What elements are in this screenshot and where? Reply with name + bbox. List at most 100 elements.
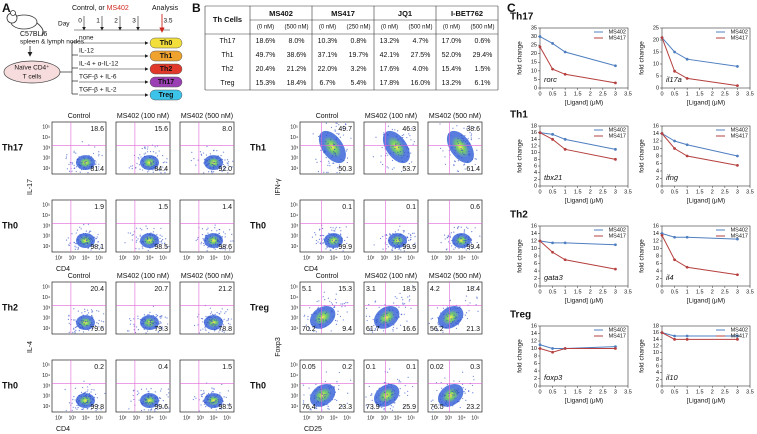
x-tick-label: 0.5 — [549, 389, 557, 395]
event-dot — [153, 244, 156, 246]
event-dot — [336, 399, 338, 402]
event-dot — [403, 250, 405, 252]
y-tick-label: 8 — [656, 153, 659, 159]
quadrant-percent: 79.6 — [90, 326, 104, 333]
event-dot — [152, 305, 155, 307]
y-tick-label: 16 — [531, 223, 537, 229]
event-dot — [71, 409, 73, 411]
data-point — [563, 258, 567, 262]
event-dot — [211, 391, 214, 393]
event-dot — [220, 404, 222, 406]
column-title: MS402 (100 nM) — [365, 273, 417, 280]
event-dot — [336, 137, 338, 139]
row-label: Th0 — [250, 220, 266, 230]
event-dot — [309, 307, 311, 309]
event-dot — [227, 172, 229, 174]
event-dot — [335, 293, 337, 295]
event-dot — [206, 394, 208, 396]
event-dot — [151, 165, 153, 168]
y-tick-label: 4 — [534, 268, 537, 274]
event-dot — [410, 235, 412, 237]
y-tick-label: 4 — [656, 268, 659, 274]
event-dot — [393, 151, 395, 154]
event-dot — [231, 233, 233, 235]
data-point — [551, 42, 554, 45]
x-axis-label: CD4 — [56, 426, 70, 433]
event-dot — [413, 141, 415, 143]
event-dot — [161, 242, 163, 245]
event-dot — [462, 247, 464, 249]
x-tick-label: 3 — [736, 289, 739, 295]
event-dot — [398, 379, 400, 381]
event-dot — [389, 408, 392, 410]
event-dot — [454, 390, 457, 393]
event-dot — [463, 127, 465, 129]
table-cell: 10.3% — [318, 38, 338, 45]
event-dot — [68, 244, 70, 246]
event-dot — [147, 146, 149, 148]
data-point — [563, 147, 567, 151]
event-dot — [92, 166, 94, 169]
y-tick-label: 10² — [291, 394, 299, 400]
event-dot — [316, 389, 318, 391]
event-dot — [406, 320, 408, 322]
event-dot — [319, 315, 321, 318]
x-tick-label: 2 — [589, 389, 592, 395]
event-dot — [462, 397, 464, 400]
event-dot — [385, 233, 388, 236]
event-dot — [221, 236, 223, 238]
table-subheader: (0 nM) — [319, 25, 336, 31]
event-dot — [461, 157, 463, 159]
event-dot — [383, 307, 385, 309]
y-tick-label: 4 — [656, 370, 659, 376]
data-point — [614, 243, 617, 247]
event-dot — [91, 240, 94, 242]
quadrant-percent: 38.6 — [466, 126, 480, 133]
subset-pill — [149, 63, 183, 75]
quadrant-percent: 23.3 — [338, 404, 352, 411]
event-dot — [388, 325, 390, 327]
event-dot — [377, 327, 379, 329]
event-dot — [216, 230, 218, 232]
event-dot — [223, 396, 225, 398]
event-dot — [453, 320, 455, 322]
event-dot — [229, 249, 231, 251]
subset-pill — [149, 37, 183, 49]
event-dot — [393, 398, 396, 401]
event-dot — [462, 316, 464, 318]
event-dot — [76, 404, 78, 407]
event-dot — [98, 163, 100, 165]
event-dot — [392, 239, 394, 241]
event-dot — [398, 242, 400, 244]
event-dot — [159, 397, 161, 399]
event-dot — [132, 394, 134, 397]
event-dot — [153, 227, 155, 230]
x-tick-label: 10² — [119, 415, 127, 421]
event-dot — [134, 331, 137, 334]
event-dot — [328, 246, 330, 248]
event-dot — [337, 236, 339, 238]
legend-label: MS417 — [731, 133, 748, 139]
x-tick-label: 2 — [711, 91, 714, 97]
event-dot — [222, 320, 224, 322]
y-tick-label: 14 — [653, 131, 659, 137]
legend-label: MS417 — [731, 35, 748, 41]
event-dot — [87, 172, 89, 174]
event-dot — [140, 402, 143, 404]
y-axis-label: IL-17 — [27, 179, 34, 195]
x-axis-label: [Ligand] (μM) — [565, 298, 603, 305]
event-dot — [452, 395, 454, 397]
event-dot — [211, 402, 213, 404]
density-core — [373, 305, 400, 329]
quadrant-percent: 0.1 — [366, 364, 376, 371]
event-dot — [77, 239, 80, 241]
event-dot — [442, 307, 445, 309]
event-dot — [456, 391, 459, 393]
event-dot — [440, 381, 442, 384]
event-dot — [396, 243, 398, 246]
event-dot — [413, 243, 415, 245]
event-dot — [205, 401, 207, 403]
x-tick-label: 3 — [736, 189, 739, 195]
event-dot — [307, 315, 309, 318]
y-tick-label: 10⁴ — [42, 213, 50, 219]
